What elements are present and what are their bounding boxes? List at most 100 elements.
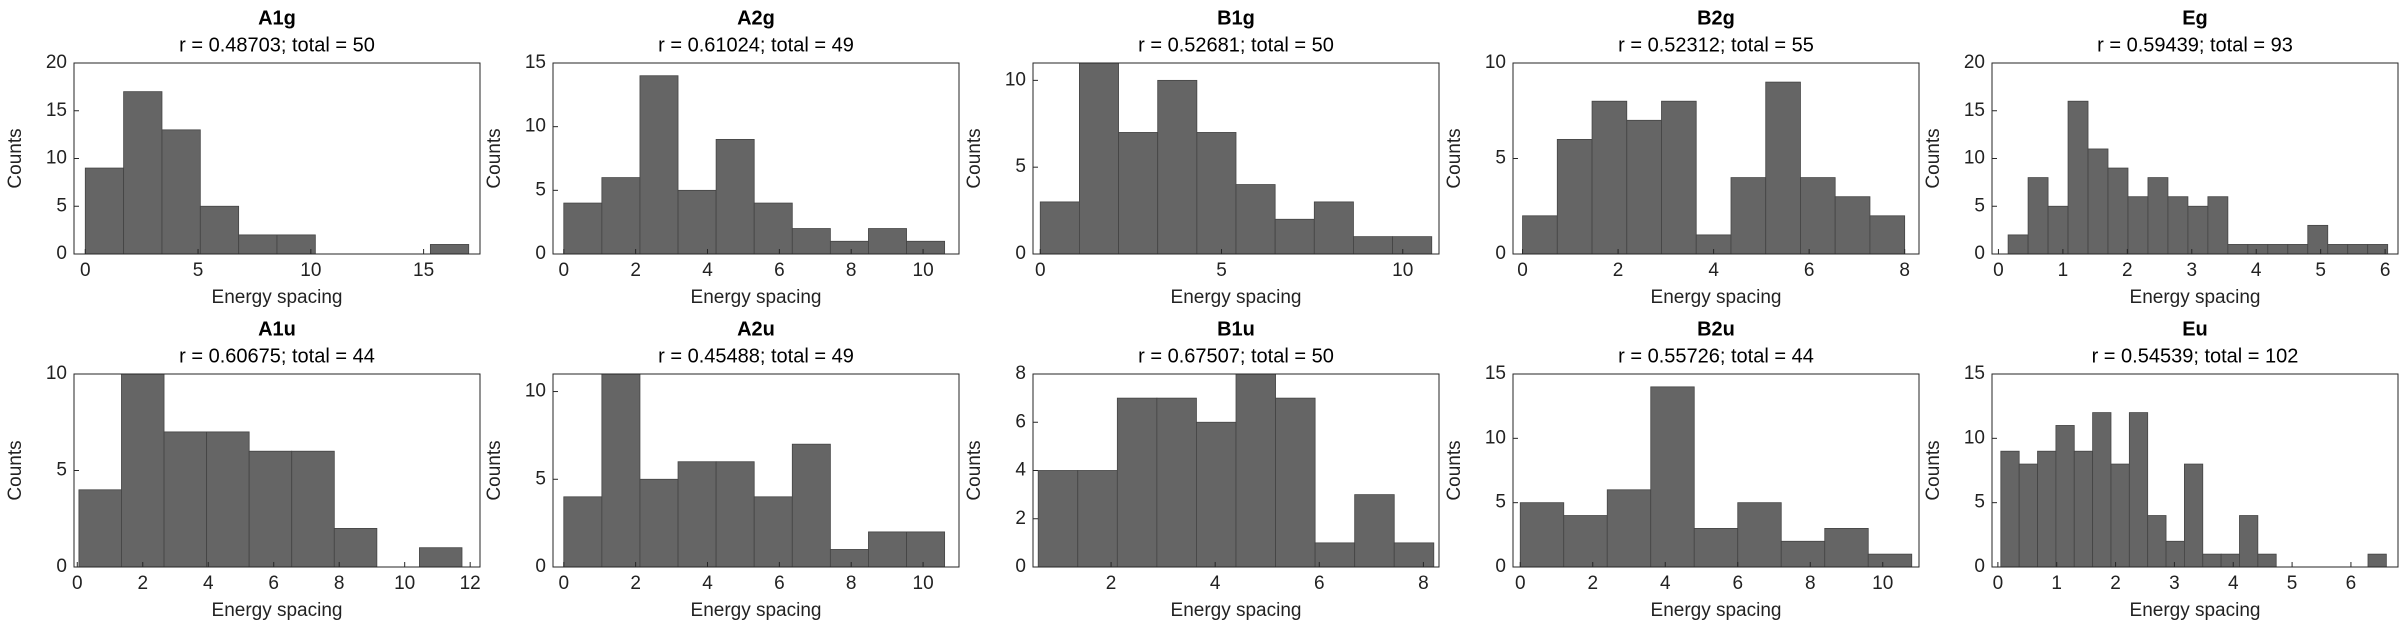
bar (601, 373, 641, 568)
y-tick-label: 20 (1964, 52, 1985, 73)
bar (2187, 205, 2209, 255)
x-tick-label: 6 (774, 573, 785, 594)
x-tick-label: 1 (2058, 260, 2069, 281)
bar (2067, 100, 2089, 255)
bar (1392, 236, 1433, 255)
x-tick-label: 3 (2169, 573, 2180, 594)
bar (2127, 196, 2149, 255)
bar (84, 167, 125, 255)
bar (677, 189, 717, 255)
x-tick-label: 0 (558, 260, 569, 281)
y-tick-label: 20 (46, 52, 67, 73)
x-tick-label: 15 (413, 260, 434, 281)
bar (419, 547, 463, 568)
x-tick-label: 8 (1805, 573, 1816, 594)
x-tick-label: 2 (630, 260, 641, 281)
x-tick-label: 10 (1872, 573, 1893, 594)
bar (1563, 515, 1608, 568)
x-tick-label: 0 (80, 260, 91, 281)
bar (715, 138, 755, 255)
bar (1393, 542, 1435, 568)
bar (163, 431, 208, 568)
y-axis-label: Counts (484, 440, 505, 500)
bar (1780, 540, 1826, 568)
x-tick-label: 8 (846, 573, 857, 594)
bar (2092, 412, 2112, 568)
x-tick-label: 2 (2122, 260, 2133, 281)
y-tick-label: 10 (1964, 148, 1985, 169)
x-tick-label: 8 (334, 573, 345, 594)
chart-title: A2g (737, 7, 775, 29)
bar (2147, 177, 2169, 255)
chart-subtitle: r = 0.60675; total = 44 (179, 345, 375, 367)
bar (199, 205, 240, 255)
x-tick-label: 6 (1732, 573, 1743, 594)
bar (2239, 515, 2259, 568)
bar (1591, 100, 1628, 255)
bar (1314, 542, 1356, 568)
bar (1824, 528, 1869, 568)
bar (333, 528, 378, 568)
y-tick-label: 0 (1974, 556, 1985, 577)
chart-subtitle: r = 0.45488; total = 49 (658, 345, 854, 367)
y-axis-label: Counts (964, 440, 985, 500)
bar (248, 450, 293, 568)
x-tick-label: 4 (2251, 260, 2262, 281)
chart-subtitle: r = 0.59439; total = 93 (2097, 34, 2293, 56)
bar (2202, 553, 2222, 568)
x-tick-label: 10 (394, 573, 415, 594)
bar (78, 489, 122, 568)
bar (2220, 553, 2240, 568)
x-tick-label: 4 (1210, 573, 1221, 594)
bar (753, 496, 793, 568)
chart-title: Eg (2182, 7, 2208, 29)
y-tick-label: 10 (525, 116, 546, 137)
x-axis-label: Energy spacing (691, 287, 822, 308)
bar (829, 240, 869, 255)
bar (563, 496, 603, 568)
bar (601, 177, 641, 255)
y-tick-label: 10 (1005, 69, 1026, 90)
chart-title: A2u (737, 318, 775, 340)
bar (2027, 177, 2049, 255)
bar (2207, 196, 2229, 255)
bar (677, 461, 717, 568)
x-tick-label: 5 (2287, 573, 2298, 594)
chart-subtitle: r = 0.55726; total = 44 (1618, 345, 1814, 367)
x-tick-label: 8 (846, 260, 857, 281)
bar (2073, 450, 2094, 568)
x-tick-label: 8 (1899, 260, 1910, 281)
x-axis-label: Energy spacing (212, 600, 343, 621)
y-tick-label: 8 (1015, 363, 1026, 384)
axes-box (552, 62, 960, 255)
bar (639, 478, 679, 568)
x-tick-label: 6 (1314, 573, 1325, 594)
chart-subtitle: r = 0.52681; total = 50 (1138, 34, 1334, 56)
chart-subtitle: r = 0.52312; total = 55 (1618, 34, 1814, 56)
chart-title: Eu (2182, 318, 2208, 340)
x-tick-label: 0 (72, 573, 83, 594)
x-axis-label: Energy spacing (1171, 600, 1302, 621)
y-tick-label: 4 (1015, 460, 1026, 481)
bar (2055, 425, 2075, 568)
y-tick-label: 5 (1015, 156, 1026, 177)
bar (1157, 79, 1198, 255)
chart-title: B2u (1697, 318, 1735, 340)
bar (1693, 528, 1739, 568)
x-tick-label: 2 (630, 573, 641, 594)
bar (1522, 215, 1558, 255)
x-axis-label: Energy spacing (212, 287, 343, 308)
chart-subtitle: r = 0.67507; total = 50 (1138, 345, 1334, 367)
bar (161, 129, 201, 255)
bar (2087, 148, 2109, 255)
x-tick-label: 4 (702, 260, 713, 281)
x-tick-label: 10 (913, 260, 934, 281)
bar (868, 228, 907, 255)
chart-title: B2g (1697, 7, 1735, 29)
bar (2000, 450, 2020, 568)
bar (2267, 244, 2289, 255)
bar (2165, 540, 2185, 568)
bar (1039, 201, 1080, 255)
bar (791, 228, 831, 255)
